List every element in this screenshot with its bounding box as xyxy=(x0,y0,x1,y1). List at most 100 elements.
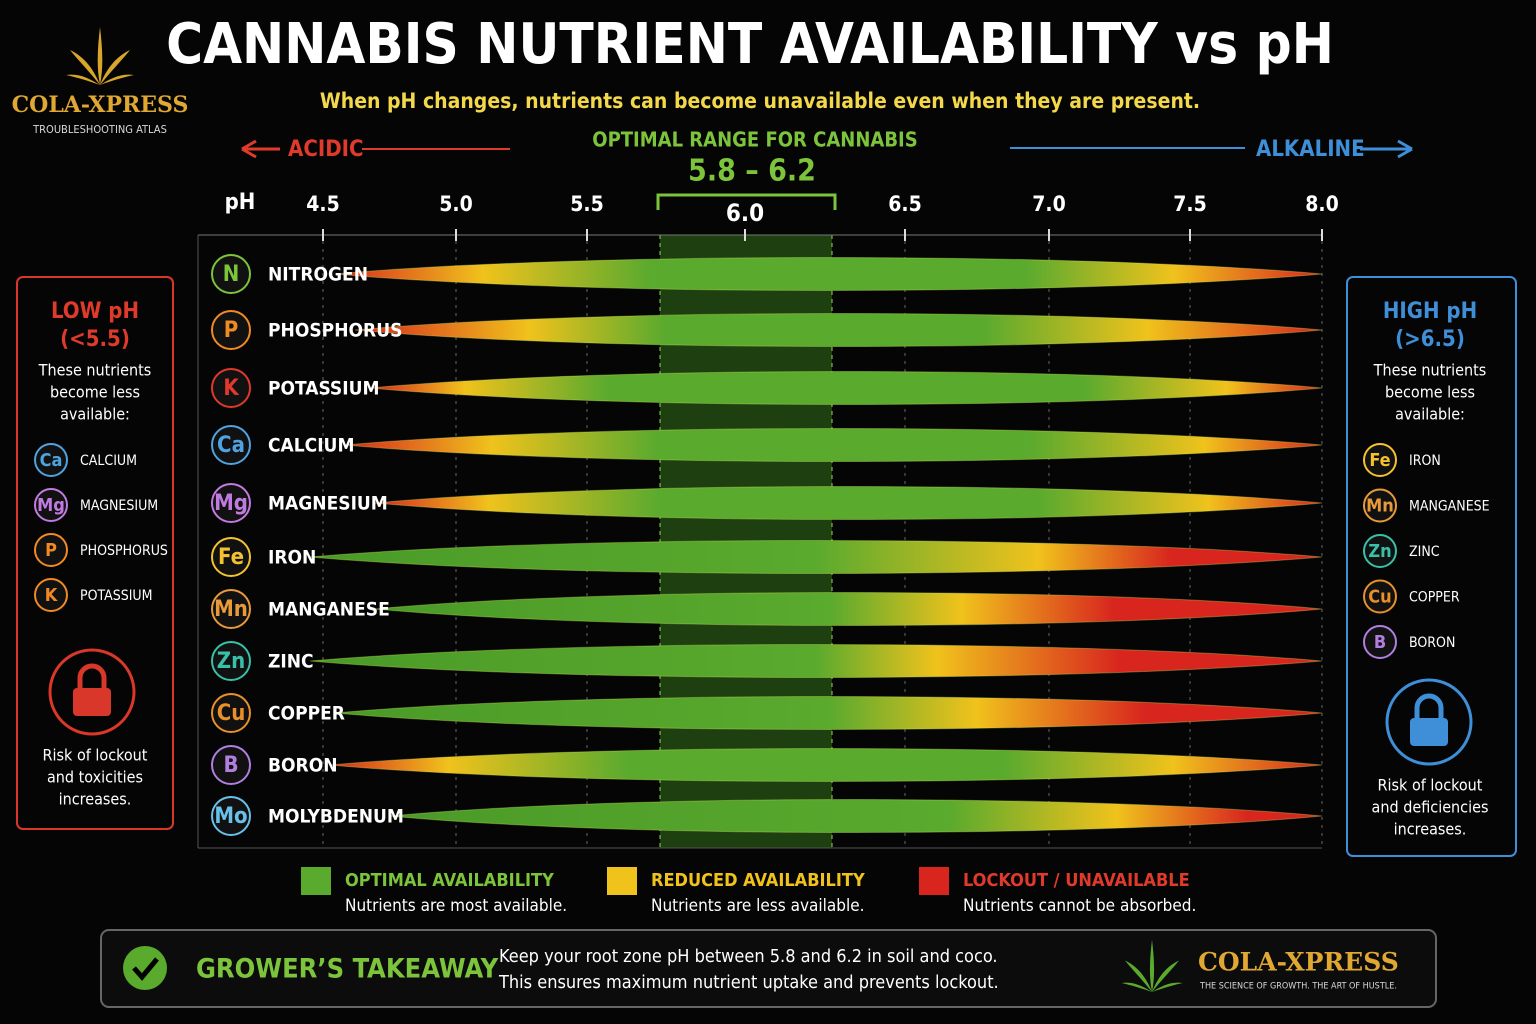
tick-label: 7.5 xyxy=(1173,192,1206,216)
nutrient-badge xyxy=(211,483,251,523)
legend-text: Nutrients are most available. xyxy=(345,896,567,916)
availability-band xyxy=(334,257,1323,291)
tick-label: 5.5 xyxy=(570,192,603,216)
high-lock xyxy=(1385,678,1473,766)
item-name: ZINC xyxy=(1409,544,1440,560)
acidic-label: ACIDIC xyxy=(288,137,364,162)
axis-label: pH xyxy=(225,190,256,215)
availability-band xyxy=(334,696,1323,730)
nutrient-symbol: Fe xyxy=(218,545,244,570)
panel-footer: increases. xyxy=(59,790,132,809)
bands: N NITROGEN P PHOSPHORUS K POTASSIUM Ca CALCIUM M… xyxy=(211,254,1323,836)
subtitle: When pH changes, nutrients can become un… xyxy=(320,89,1200,113)
item-symbol: Mg xyxy=(37,495,65,516)
nutrient-symbol: N xyxy=(223,262,240,287)
nutrient-badge xyxy=(211,537,251,577)
panel-footer: Risk of lockout xyxy=(1378,776,1483,795)
item-symbol: Mn xyxy=(1366,496,1394,517)
nutrient-name: ZINC xyxy=(268,651,314,673)
item-symbol: P xyxy=(45,540,57,561)
nutrient-name: MOLYBDENUM xyxy=(268,806,404,828)
title: CANNABIS NUTRIENT AVAILABILITY vs pH xyxy=(166,12,1334,77)
item-name: MANGANESE xyxy=(1409,499,1490,515)
high-panel xyxy=(1346,276,1517,857)
footer-brand-tagline: THE SCIENCE OF GROWTH. THE ART OF HUSTLE… xyxy=(1199,982,1397,992)
nutrient-badge xyxy=(211,589,251,629)
legend: OPTIMAL AVAILABILITY Nutrients are most a… xyxy=(301,867,1196,916)
tick-label: 8.0 xyxy=(1305,192,1338,216)
availability-band xyxy=(389,799,1323,833)
item-symbol: Zn xyxy=(1368,541,1391,562)
panel-footer: Risk of lockout xyxy=(43,746,148,765)
optimal-center: 6.0 xyxy=(726,199,764,227)
nutrient-symbol: Mn xyxy=(214,597,248,622)
availability-band xyxy=(309,644,1323,678)
availability-band xyxy=(374,486,1323,520)
item-symbol: Cu xyxy=(1368,587,1391,608)
item-badge xyxy=(1363,443,1397,477)
brand-tagline: TROUBLESHOOTING ATLAS xyxy=(32,123,167,136)
availability-band xyxy=(344,428,1323,462)
low-lock xyxy=(48,648,136,736)
nutrient-badge xyxy=(211,368,251,408)
brand-name: COLA-XPRESS xyxy=(12,92,189,118)
nutrient-name: POTASSIUM xyxy=(268,378,380,400)
panel-footer: and toxicities xyxy=(47,768,143,787)
legend-title: OPTIMAL AVAILABILITY xyxy=(345,870,554,891)
item-name: MAGNESIUM xyxy=(80,498,158,514)
nutrient-badge xyxy=(211,796,251,836)
panel-text: These nutrients xyxy=(38,361,152,380)
legend-title: REDUCED AVAILABILITY xyxy=(651,870,865,891)
panel-text: available: xyxy=(60,405,130,424)
item-symbol: B xyxy=(1374,632,1386,653)
item-name: CALCIUM xyxy=(80,453,137,469)
nutrient-name: NITROGEN xyxy=(268,264,368,286)
takeaway-title: GROWER’S TAKEAWAY xyxy=(196,954,499,985)
legend-text: Nutrients cannot be absorbed. xyxy=(963,896,1196,916)
low-panel xyxy=(16,276,174,830)
optimal-label: OPTIMAL RANGE FOR CANNABIS xyxy=(592,128,917,152)
panel-text: become less xyxy=(1385,383,1475,402)
nutrient-name: COPPER xyxy=(268,703,345,725)
nutrient-symbol: Mo xyxy=(214,804,247,829)
item-symbol: Ca xyxy=(40,450,63,471)
item-name: BORON xyxy=(1409,635,1455,651)
panel-title: HIGH pH xyxy=(1383,299,1477,324)
takeaway-box xyxy=(100,929,1437,1008)
tick-label: 6.5 xyxy=(888,192,921,216)
nutrient-badge xyxy=(211,254,251,294)
optimal-range: 5.8 – 6.2 xyxy=(688,154,816,189)
nutrient-badge xyxy=(211,745,251,785)
panel-text: available: xyxy=(1395,405,1465,424)
panel-range: (<5.5) xyxy=(60,327,130,352)
availability-band xyxy=(374,592,1323,626)
optimal-bracket xyxy=(656,193,837,210)
nutrient-symbol: Cu xyxy=(217,701,246,726)
check-icon xyxy=(123,946,167,990)
panel-text: These nutrients xyxy=(1373,361,1487,380)
nutrient-name: PHOSPHORUS xyxy=(268,320,402,342)
acidic-arrow xyxy=(241,139,510,159)
nutrient-name: IRON xyxy=(268,547,316,569)
nutrient-symbol: K xyxy=(223,376,239,401)
nutrient-name: MANGANESE xyxy=(268,599,390,621)
nutrient-symbol: B xyxy=(223,753,238,778)
item-badge xyxy=(1363,488,1397,523)
panel-title: LOW pH xyxy=(51,299,139,324)
panel-text: become less xyxy=(50,383,140,402)
availability-band xyxy=(309,540,1323,574)
nutrient-symbol: Ca xyxy=(217,433,245,458)
alkaline-arrow xyxy=(1010,139,1413,159)
nutrient-name: CALCIUM xyxy=(268,435,354,457)
nutrient-badge xyxy=(211,641,251,681)
legend-title: LOCKOUT / UNAVAILABLE xyxy=(963,870,1190,891)
nutrient-symbol: P xyxy=(224,318,239,343)
item-badge xyxy=(1363,625,1397,659)
item-symbol: Fe xyxy=(1369,450,1390,471)
tick-label: 7.0 xyxy=(1032,192,1065,216)
availability-band xyxy=(354,313,1323,347)
nutrient-symbol: Zn xyxy=(217,649,245,674)
panels: LOW pH (<5.5) These nutrients become less av… xyxy=(34,299,1490,839)
alkaline-label: ALKALINE xyxy=(1256,137,1365,162)
